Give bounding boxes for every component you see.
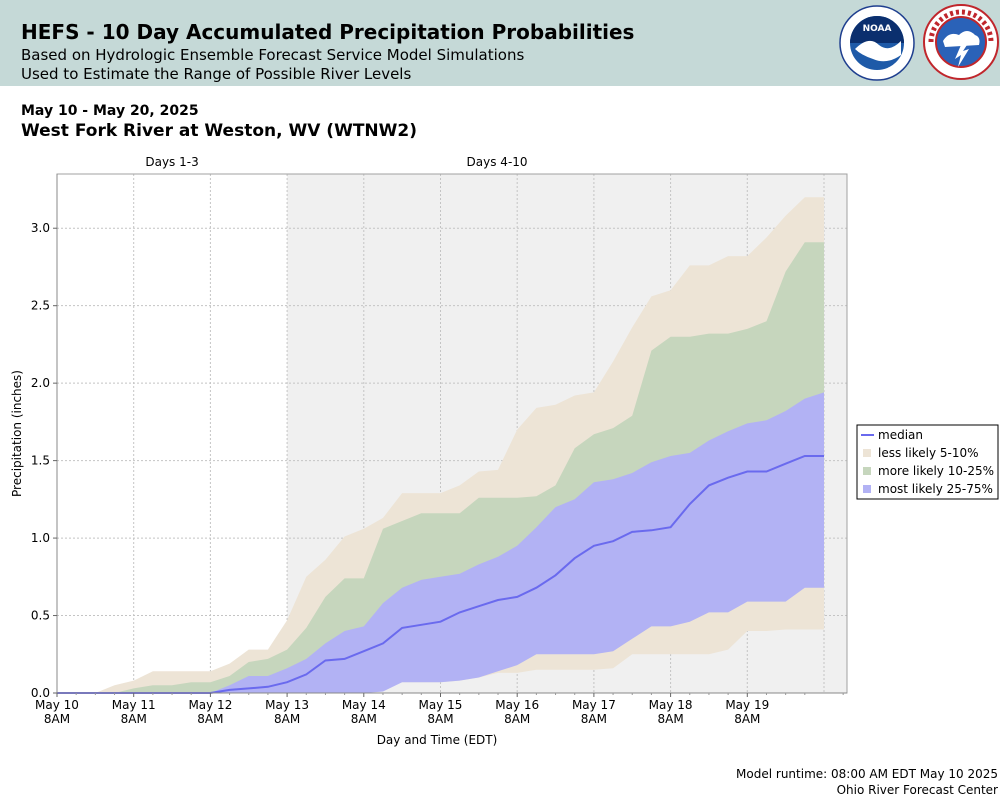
x-tick-label: 8AM (274, 712, 300, 726)
nws-logo (923, 4, 999, 80)
legend-label: less likely 5-10% (878, 446, 979, 460)
band-most (57, 392, 824, 693)
period-label: Days 4-10 (467, 155, 528, 169)
page-subtitle-2: Used to Estimate the Range of Possible R… (21, 65, 412, 83)
y-tick-label: 2.0 (31, 376, 50, 390)
noaa-logo: NOAA (839, 5, 915, 81)
x-tick-label: May 19 (725, 698, 769, 712)
legend-label: median (878, 428, 923, 442)
x-tick-label: 8AM (581, 712, 607, 726)
precipitation-chart: Days 1-3 Days 4-10 0.0 0.5 1.0 1.5 2.0 2.5 3.0 Ma… (10, 155, 999, 747)
y-tick-label: 3.0 (31, 221, 50, 235)
x-axis-title: Day and Time (EDT) (377, 733, 498, 747)
legend-swatch (863, 467, 871, 475)
y-tick-label: 0.0 (31, 686, 50, 700)
period-label: Days 1-3 (145, 155, 198, 169)
x-tick-label: May 10 (35, 698, 79, 712)
svg-text:NOAA: NOAA (863, 24, 892, 34)
legend-swatch (863, 485, 871, 493)
legend-label: most likely 25-75% (878, 482, 993, 496)
y-tick-label: 1.0 (31, 531, 50, 545)
x-tick-label: 8AM (44, 712, 70, 726)
x-tick-label: 8AM (504, 712, 530, 726)
y-tick-label: 0.5 (31, 609, 50, 623)
model-runtime: Model runtime: 08:00 AM EDT May 10 2025 (736, 767, 998, 781)
page-title: HEFS - 10 Day Accumulated Precipitation … (21, 20, 635, 44)
x-tick-label: 8AM (351, 712, 377, 726)
x-tick-label: May 12 (188, 698, 232, 712)
date-range: May 10 - May 20, 2025 (21, 103, 199, 119)
forecast-center: Ohio River Forecast Center (836, 783, 998, 797)
legend-box (856, 424, 999, 500)
x-tick-label: May 11 (112, 698, 156, 712)
page-subtitle-1: Based on Hydrologic Ensemble Forecast Se… (21, 46, 525, 64)
x-tick-label: 8AM (734, 712, 760, 726)
x-tick-label: 8AM (197, 712, 223, 726)
x-tick-label: 8AM (657, 712, 683, 726)
header-banner: HEFS - 10 Day Accumulated Precipitation … (0, 0, 1000, 86)
x-tick-label: May 13 (265, 698, 309, 712)
x-tick-label: May 16 (495, 698, 539, 712)
x-tick-label: May 17 (572, 698, 616, 712)
y-tick-label: 1.5 (31, 454, 50, 468)
y-axis-title: Precipitation (inches) (10, 370, 24, 497)
x-tick-label: 8AM (427, 712, 453, 726)
legend-label: more likely 10-25% (878, 464, 994, 478)
legend-swatch (863, 449, 871, 457)
x-tick-label: May 18 (649, 698, 693, 712)
x-tick-label: 8AM (121, 712, 147, 726)
location-title: West Fork River at Weston, WV (WTNW2) (21, 121, 417, 141)
y-tick-label: 2.5 (31, 299, 50, 313)
x-tick-label: May 15 (419, 698, 463, 712)
x-tick-label: May 14 (342, 698, 386, 712)
